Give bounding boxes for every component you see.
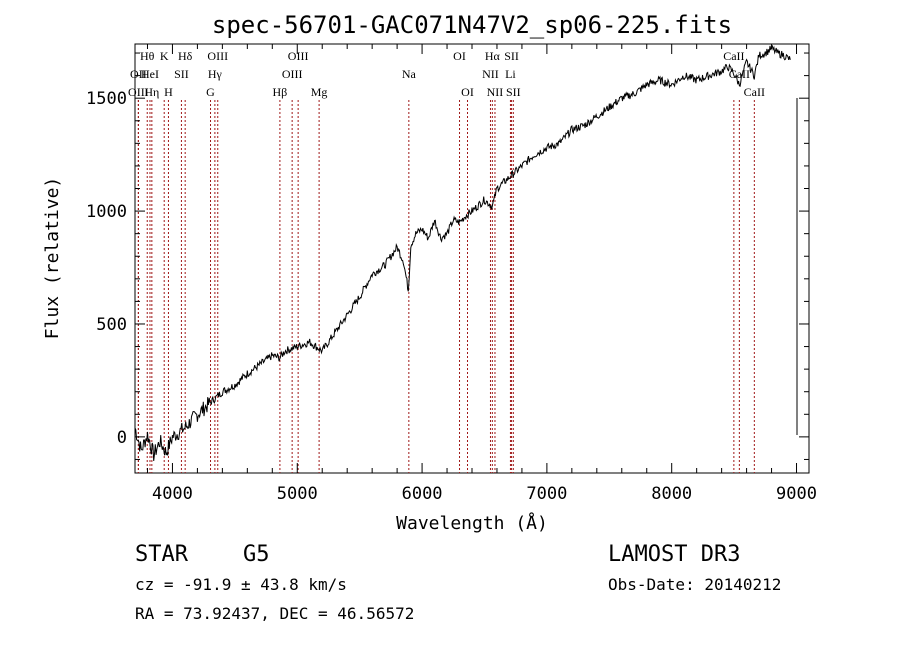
emission-line-label: Hα — [485, 49, 501, 63]
emission-line-label: G — [206, 85, 215, 99]
emission-line-label: OIII — [282, 67, 303, 81]
x-tick-label: 5000 — [277, 484, 318, 504]
emission-line-label: OI — [461, 85, 474, 99]
emission-line-label: Li — [505, 67, 516, 81]
flux-series-line — [134, 44, 791, 461]
y-tick-label: 0 — [117, 428, 127, 448]
emission-line-label: OIII — [207, 49, 228, 63]
chart-title: spec-56701-GAC071N47V2_sp06-225.fits — [212, 11, 732, 39]
emission-line-label: Mg — [311, 85, 328, 99]
emission-line-label: OI — [453, 49, 466, 63]
x-tick-label: 4000 — [152, 484, 193, 504]
object-subclass: G5 — [243, 542, 270, 567]
x-axis-label: Wavelength (Å) — [396, 512, 548, 534]
axis-ticks: 4000 5000 6000 7000 8000 9000 0 500 1000 1500 — [86, 44, 817, 504]
emission-line-label: Hγ — [208, 67, 223, 81]
emission-line-label: Hδ — [178, 49, 193, 63]
x-tick-label: 6000 — [402, 484, 443, 504]
emission-line-label: NII — [487, 85, 504, 99]
x-tick-label: 7000 — [526, 484, 567, 504]
y-tick-label: 500 — [96, 315, 127, 335]
emission-line-label: Na — [402, 67, 417, 81]
x-tick-label: 8000 — [651, 484, 692, 504]
y-tick-label: 1500 — [86, 89, 127, 109]
survey-name: LAMOST DR3 — [608, 542, 740, 567]
coordinates-text: RA = 73.92437, DEC = 46.56572 — [135, 604, 414, 623]
emission-line-label: Hη — [144, 85, 159, 99]
object-class: STAR — [135, 542, 189, 567]
emission-line-label: SII — [506, 85, 521, 99]
emission-line-label: K — [160, 49, 169, 63]
emission-line-label: SII — [504, 49, 519, 63]
y-axis-label: Flux (relative) — [42, 177, 63, 340]
emission-line-label: CaII — [744, 85, 765, 99]
emission-line-label: SII — [174, 67, 189, 81]
x-tick-label: 9000 — [776, 484, 817, 504]
emission-line-label: Hβ — [273, 85, 288, 99]
emission-line-label: NII — [482, 67, 499, 81]
emission-line-label: CaII — [729, 67, 750, 81]
plot-frame — [134, 43, 810, 474]
emission-line-label: OII — [130, 67, 147, 81]
redshift-text: cz = -91.9 ± 43.8 km/s — [135, 575, 347, 594]
emission-line-label: CaII — [723, 49, 744, 63]
obs-date-text: Obs-Date: 20140212 — [608, 575, 781, 594]
y-tick-label: 1000 — [86, 202, 127, 222]
emission-line-label: OIII — [128, 85, 149, 99]
emission-line-label: H — [164, 85, 173, 99]
emission-line-label: OIII — [288, 49, 309, 63]
emission-line-label: Hθ — [140, 49, 155, 63]
emission-line-label: HeI — [141, 67, 159, 81]
